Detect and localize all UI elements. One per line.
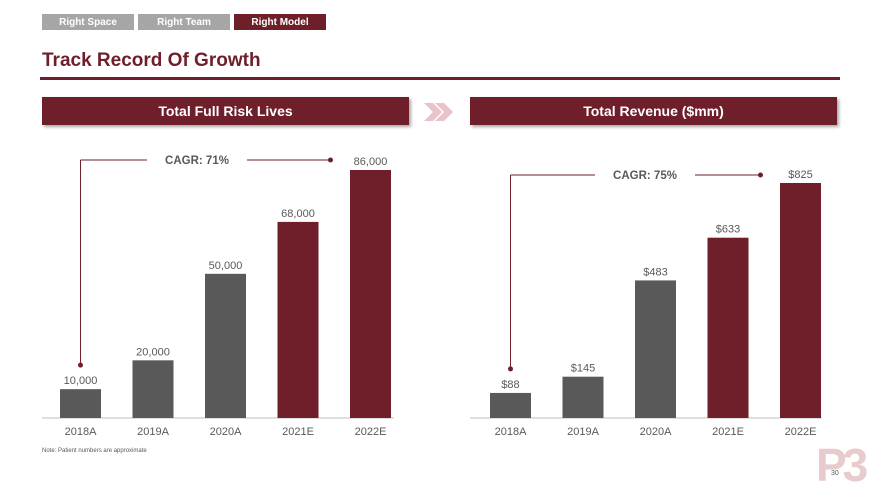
bar-2020A — [205, 273, 246, 418]
data-label: $633 — [716, 224, 740, 236]
chevron-arrows-icon — [424, 103, 453, 121]
footnote: Note: Patient numbers are approximate — [42, 448, 147, 454]
bar-2022E — [350, 170, 391, 418]
data-label: 86,000 — [354, 156, 388, 168]
revenue-chart-banner: Total Revenue ($mm) — [470, 97, 837, 125]
cagr-end-dot — [758, 172, 763, 178]
x-tick-label: 2022E — [785, 426, 817, 438]
data-label: $88 — [501, 379, 519, 391]
data-label: 50,000 — [209, 260, 243, 272]
cagr-end-dot — [328, 157, 333, 163]
cagr-start-dot — [508, 366, 513, 372]
data-label: $145 — [571, 363, 595, 375]
bar-2019A — [562, 376, 604, 418]
cagr-start-dot — [78, 362, 83, 368]
section-tabs: Right Space Right Team Right Model — [42, 14, 326, 30]
p3-logo: P3 — [816, 439, 868, 491]
x-tick-label: 2019A — [137, 426, 169, 438]
x-tick-label: 2020A — [210, 426, 242, 438]
x-tick-label: 2019A — [567, 426, 599, 438]
tab-right-team[interactable]: Right Team — [138, 14, 230, 30]
page-number: 30 — [831, 470, 839, 477]
bar-2020A — [635, 280, 676, 418]
bar-2018A — [60, 389, 101, 418]
data-label: $825 — [788, 169, 812, 181]
x-tick-label: 2021E — [712, 426, 744, 438]
tab-right-space[interactable]: Right Space — [42, 14, 134, 30]
bar-2021E — [277, 221, 319, 418]
lives-bar-chart: 10,000 2018A 20,000 2019A 50,000 2020A 68,000 2… — [42, 155, 394, 438]
x-tick-label: 2018A — [65, 426, 97, 438]
x-tick-label: 2022E — [355, 426, 387, 438]
tab-right-model[interactable]: Right Model — [234, 14, 326, 30]
bar-2021E — [707, 237, 749, 418]
data-label: $483 — [643, 266, 667, 278]
x-tick-label: 2018A — [495, 426, 527, 438]
cagr-annotation: CAGR: 75% — [613, 170, 677, 182]
data-label: 68,000 — [281, 208, 315, 220]
data-label: 10,000 — [64, 375, 98, 387]
cagr-annotation: CAGR: 71% — [165, 155, 229, 167]
data-label: 20,000 — [136, 346, 170, 358]
bar-2018A — [490, 392, 531, 418]
x-tick-label: 2021E — [282, 426, 314, 438]
bar-2022E — [780, 183, 821, 418]
title-divider — [40, 77, 840, 80]
revenue-bar-chart: $88 2018A $145 2019A $483 2020A $633 2021E $825 2… — [470, 169, 822, 438]
lives-chart-banner: Total Full Risk Lives — [42, 97, 409, 125]
bar-2019A — [132, 360, 174, 418]
page-title: Track Record Of Growth — [42, 50, 261, 71]
x-tick-label: 2020A — [640, 426, 672, 438]
